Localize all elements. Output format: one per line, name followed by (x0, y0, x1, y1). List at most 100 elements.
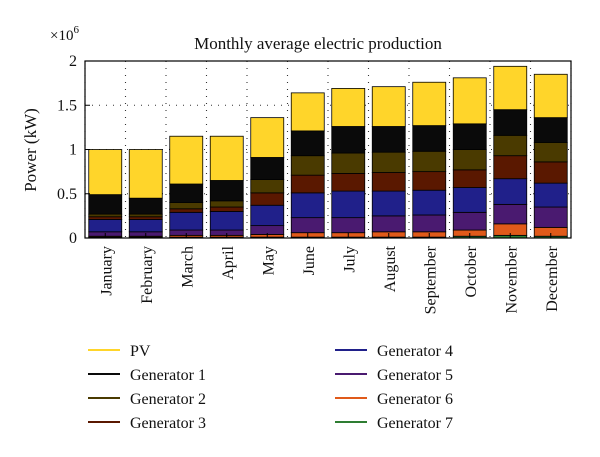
bar-stack-march (169, 135, 204, 239)
bar-stack-september (412, 81, 447, 239)
x-tick-label: July (341, 246, 358, 273)
bar-segment-pv (412, 81, 447, 127)
bar-segment-generator-2 (533, 142, 568, 163)
y-multiplier-base: ×10 (50, 28, 73, 44)
bar-stack-august (371, 86, 406, 239)
bar-segment-generator-1 (452, 123, 487, 150)
x-tick-label: August (382, 245, 399, 292)
x-tick-label: February (139, 246, 156, 304)
legend-item-pv: PV (88, 343, 151, 360)
bar-segment-generator-1 (209, 180, 244, 202)
y-multiplier-label: ×106 (50, 24, 79, 44)
bar-stack-june (290, 92, 325, 239)
legend-item-generator-7: Generator 7 (335, 415, 453, 432)
legend-label: Generator 4 (377, 343, 453, 360)
bar-stack-january (88, 149, 123, 239)
plot-area: 0 0.5 1 1.5 2 January February March April May Jun… (57, 53, 572, 314)
bar-segment-generator-1 (169, 183, 204, 203)
bar-segment-generator-3 (250, 192, 285, 206)
bar-segment-generator-2 (290, 155, 325, 176)
x-tick-label: April (220, 245, 237, 279)
legend-label: PV (130, 343, 151, 360)
bar-segment-generator-1 (88, 194, 123, 215)
bar-segment-generator-3 (493, 155, 528, 180)
bar-segment-pv (452, 77, 487, 125)
bar-segment-pv (88, 149, 123, 196)
x-tick-label: September (422, 245, 439, 314)
legend-label: Generator 1 (130, 367, 206, 384)
bar-segment-generator-2 (371, 151, 406, 173)
bar-segment-generator-3 (533, 161, 568, 184)
bar-segment-generator-5 (371, 215, 406, 233)
bar-segment-generator-1 (331, 126, 366, 154)
bar-segment-generator-1 (412, 125, 447, 152)
y-axis-label: Power (kW) (21, 108, 40, 192)
bar-segment-pv (371, 86, 406, 127)
legend-item-generator-1: Generator 1 (88, 367, 206, 384)
bar-segment-generator-5 (290, 217, 325, 234)
bar-segment-generator-2 (331, 152, 366, 174)
bar-segment-generator-4 (128, 219, 163, 233)
bar-segment-generator-5 (533, 206, 568, 228)
bar-segment-generator-2 (169, 202, 204, 210)
bar-stack-october (452, 77, 487, 239)
bar-segment-generator-3 (209, 206, 244, 212)
bar-segment-generator-2 (493, 134, 528, 157)
bar-stack-april (209, 135, 244, 239)
bar-segment-generator-5 (331, 217, 366, 234)
bar-segment-generator-1 (128, 197, 163, 215)
bar-segment-generator-4 (412, 189, 447, 216)
y-tick-label: 2 (69, 53, 77, 70)
chart-title: Monthly average electric production (194, 34, 442, 53)
x-tick-label: March (179, 246, 196, 288)
legend-label: Generator 2 (130, 391, 206, 408)
bar-segment-generator-4 (493, 178, 528, 205)
bar-segment-generator-5 (412, 214, 447, 233)
bar-segment-generator-2 (209, 200, 244, 208)
y-tick-label: 0.5 (57, 186, 77, 203)
bar-segment-pv (533, 73, 568, 119)
bar-segment-generator-4 (169, 211, 204, 231)
bar-stack-november (493, 65, 528, 239)
bar-segment-generator-1 (533, 117, 568, 143)
bar-segment-generator-4 (88, 219, 123, 233)
bar-segment-generator-4 (290, 192, 325, 219)
y-tick-label: 1.5 (57, 97, 77, 114)
bar-segment-generator-1 (493, 109, 528, 136)
x-tick-label: December (544, 245, 561, 311)
bar-segment-generator-4 (371, 190, 406, 217)
x-tick-label: January (98, 246, 115, 296)
bar-segment-generator-5 (452, 211, 487, 231)
bar-segment-generator-4 (209, 211, 244, 231)
legend: PV Generator 1 Generator 2 Generator 3 Gener… (88, 343, 453, 432)
bar-segment-pv (128, 149, 163, 199)
bar-segment-generator-3 (331, 172, 366, 192)
bar-segment-generator-1 (250, 157, 285, 180)
bar-segment-pv (209, 135, 244, 181)
bar-segment-generator-2 (452, 149, 487, 171)
bar-segment-generator-2 (250, 179, 285, 194)
legend-item-generator-6: Generator 6 (335, 391, 453, 408)
bar-segment-generator-4 (250, 204, 285, 227)
bar-segment-generator-3 (169, 208, 204, 213)
legend-label: Generator 7 (377, 415, 453, 432)
y-tick-label: 0 (69, 230, 77, 247)
bar-segment-generator-3 (290, 174, 325, 194)
bar-segment-generator-5 (493, 203, 528, 225)
legend-item-generator-5: Generator 5 (335, 367, 453, 384)
bar-stack-july (331, 88, 366, 239)
legend-label: Generator 6 (377, 391, 453, 408)
bar-segment-generator-2 (412, 150, 447, 173)
bar-segment-generator-1 (290, 130, 325, 157)
bar-segment-generator-4 (331, 190, 366, 219)
bar-stack-may (250, 117, 285, 239)
legend-label: Generator 3 (130, 415, 206, 432)
x-tick-label: November (503, 245, 520, 313)
bar-segment-generator-1 (371, 126, 406, 153)
legend-item-generator-4: Generator 4 (335, 343, 453, 360)
bar-segment-pv (331, 88, 366, 127)
legend-item-generator-2: Generator 2 (88, 391, 206, 408)
x-tick-label: October (463, 245, 480, 297)
bar-segment-generator-4 (533, 182, 568, 208)
